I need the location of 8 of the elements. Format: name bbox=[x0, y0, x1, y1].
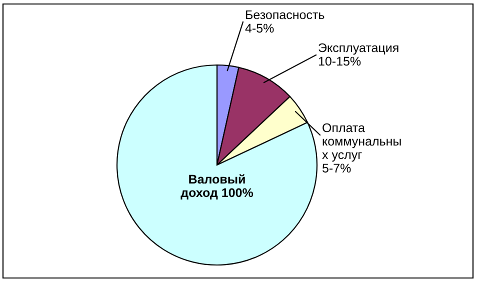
slice-label: Безопасность bbox=[246, 10, 324, 20]
slice-label: Оплата коммунальны х услуг bbox=[322, 123, 401, 162]
slice-label: Эксплуатация bbox=[318, 43, 398, 55]
data-label: 4-5% bbox=[245, 24, 274, 33]
data-label: 10-15% bbox=[318, 56, 361, 66]
text: Валовый доход 100% bbox=[180, 174, 254, 200]
data-label: 5-7% bbox=[322, 164, 351, 173]
pie-slice bbox=[116, 64, 318, 266]
